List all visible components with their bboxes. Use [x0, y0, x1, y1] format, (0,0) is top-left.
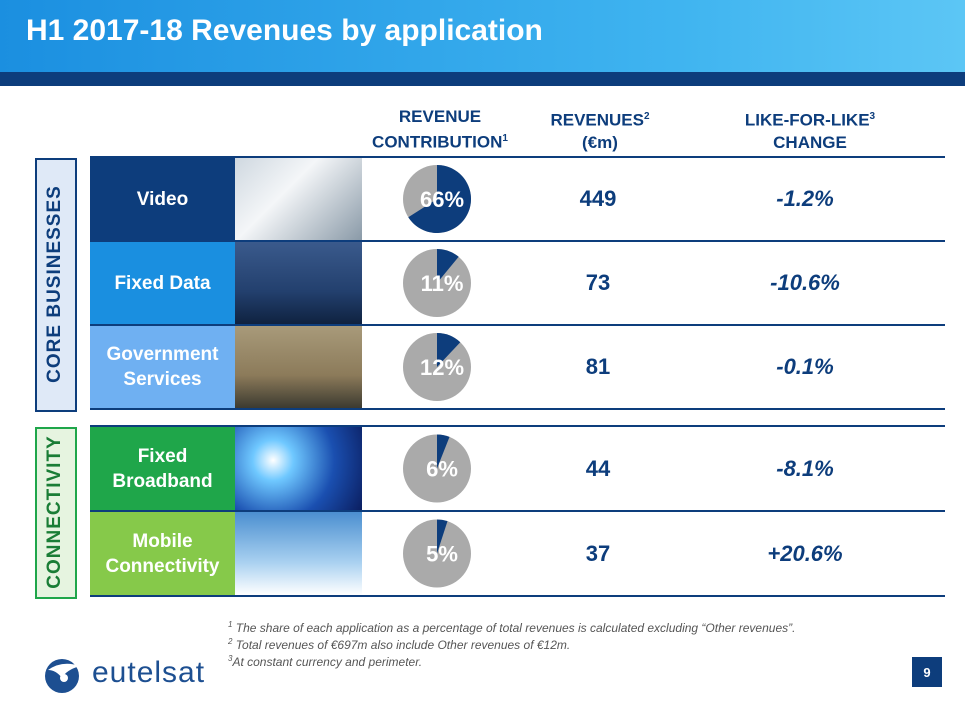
logo-icon [45, 659, 80, 693]
header-text: REVENUE [398, 107, 482, 126]
pie-slice [437, 434, 450, 469]
section-box [35, 158, 77, 412]
change-value: -8.1% [776, 455, 834, 481]
pie-label: 5% [426, 541, 458, 566]
row-label: Fixed Data [90, 242, 235, 324]
footnote-text: Total revenues of €697m also include Oth… [232, 638, 571, 652]
row-label: Mobile Connectivity [90, 512, 235, 595]
pie-label: 66% [420, 187, 464, 212]
header-line: REVENUES2 [520, 106, 680, 132]
header-text: CHANGE [773, 132, 847, 152]
header-line: LIKE-FOR-LIKE3 [700, 106, 920, 132]
row-image [235, 512, 362, 595]
logo-text: eutelsat [92, 656, 206, 689]
row-image [235, 326, 362, 408]
change-value: +20.6% [767, 540, 843, 566]
footnote: 1 The share of each application as a per… [228, 620, 795, 635]
row-image [235, 427, 362, 510]
change-value: -10.6% [770, 270, 840, 295]
footnote-marker: 3 [228, 654, 233, 663]
section-label: CORE BUSINESSES [44, 185, 65, 383]
pie-slice [437, 333, 461, 367]
header-line: CONTRIBUTION1 [340, 128, 540, 154]
row-separator [90, 240, 945, 242]
footnote: 2 Total revenues of €697m also include O… [228, 637, 570, 652]
revenue-value: 37 [585, 540, 611, 566]
header-note: 2 [643, 111, 650, 122]
pie-slice [437, 249, 459, 283]
title-bar [0, 0, 965, 72]
header-note: 3 [869, 111, 876, 122]
row-label: Fixed Broadband [90, 427, 235, 510]
revenue-value: 73 [585, 270, 611, 295]
header-note: 1 [502, 133, 508, 144]
column-header: REVENUES2 (€m) [520, 106, 680, 154]
header-line: REVENUE [340, 106, 540, 128]
change-value: -0.1% [776, 354, 834, 379]
pie-label: 12% [420, 355, 464, 380]
header-text: REVENUES [550, 110, 644, 130]
row-label: Video [90, 158, 235, 240]
section-box [35, 427, 77, 599]
row-image [235, 158, 362, 240]
footnote: 3At constant currency and perimeter. [228, 654, 422, 669]
header-text: CONTRIBUTION [372, 132, 503, 152]
pie-slice [437, 519, 448, 554]
header-text: LIKE-FOR-LIKE [744, 110, 870, 130]
row-label: Government Services [90, 326, 235, 408]
slide-title: H1 2017-18 Revenues by application [26, 14, 543, 47]
revenue-value: 81 [585, 354, 611, 379]
footnote-text: The share of each application as a perce… [232, 621, 796, 635]
row-separator [90, 156, 945, 158]
row-separator [90, 510, 945, 512]
row-separator [90, 425, 945, 427]
footnote-marker: 1 [228, 620, 233, 629]
change-value: -1.2% [776, 186, 834, 211]
revenue-value: 44 [585, 455, 611, 481]
section-label: CONNECTIVITY [44, 435, 65, 589]
footnote-marker: 2 [228, 637, 233, 646]
row-separator [90, 595, 945, 597]
column-header: REVENUE CONTRIBUTION1 [340, 106, 540, 154]
header-line: CHANGE [700, 132, 920, 154]
header-line: (€m) [520, 132, 680, 154]
title-underbar [0, 72, 965, 86]
row-separator [90, 324, 945, 326]
row-separator [90, 408, 945, 410]
row-image [235, 242, 362, 324]
revenue-value: 449 [579, 186, 617, 211]
pie-slice [408, 165, 471, 234]
footnote-text: At constant currency and perimeter. [232, 655, 423, 669]
pie-label: 6% [426, 456, 458, 481]
page-number: 9 [912, 657, 942, 687]
column-header: LIKE-FOR-LIKE3 CHANGE [700, 106, 920, 154]
pie-label: 11% [421, 271, 464, 296]
header-text: (€m) [582, 132, 618, 152]
